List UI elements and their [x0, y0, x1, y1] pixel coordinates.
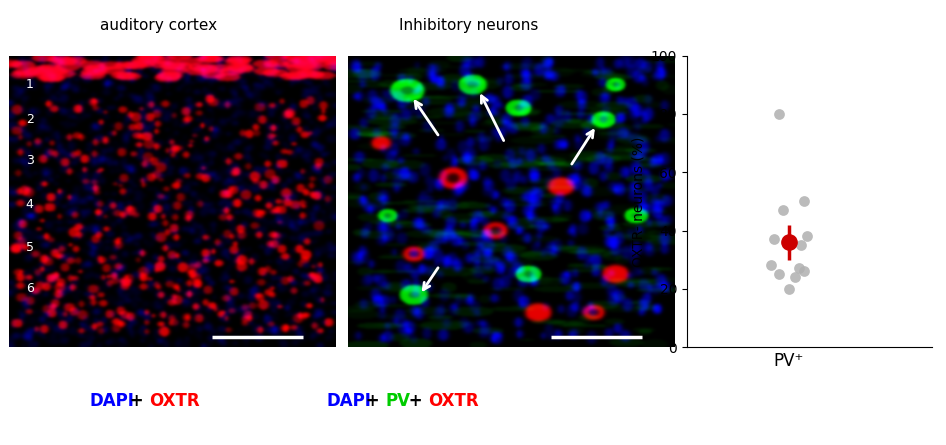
Text: 1: 1 [26, 78, 34, 91]
Text: OXTR: OXTR [149, 392, 201, 409]
Point [766, 236, 781, 243]
Point [796, 198, 811, 205]
Text: 5: 5 [26, 242, 34, 255]
Y-axis label: OXTR- neurons (%): OXTR- neurons (%) [631, 136, 645, 267]
Text: 4: 4 [26, 198, 34, 211]
Text: +: + [124, 392, 149, 409]
Point [772, 271, 787, 278]
Point [794, 242, 809, 249]
Text: 3: 3 [26, 154, 34, 167]
Text: auditory cortex: auditory cortex [100, 18, 218, 33]
Text: 2: 2 [26, 113, 34, 126]
Text: DAPI: DAPI [326, 392, 371, 409]
Point [781, 239, 797, 246]
Point [781, 285, 797, 292]
Point [775, 206, 790, 214]
Point [772, 110, 787, 117]
Point [799, 233, 815, 240]
Point [791, 265, 806, 272]
Text: PV: PV [386, 392, 411, 409]
Text: 6: 6 [26, 282, 34, 295]
Point [762, 262, 778, 269]
Text: +: + [403, 392, 429, 409]
Point [796, 268, 811, 275]
Text: +: + [360, 392, 386, 409]
Text: Inhibitory neurons: Inhibitory neurons [398, 18, 538, 33]
Text: DAPI: DAPI [90, 392, 134, 409]
Text: OXTR: OXTR [429, 392, 480, 409]
Point [787, 274, 802, 281]
